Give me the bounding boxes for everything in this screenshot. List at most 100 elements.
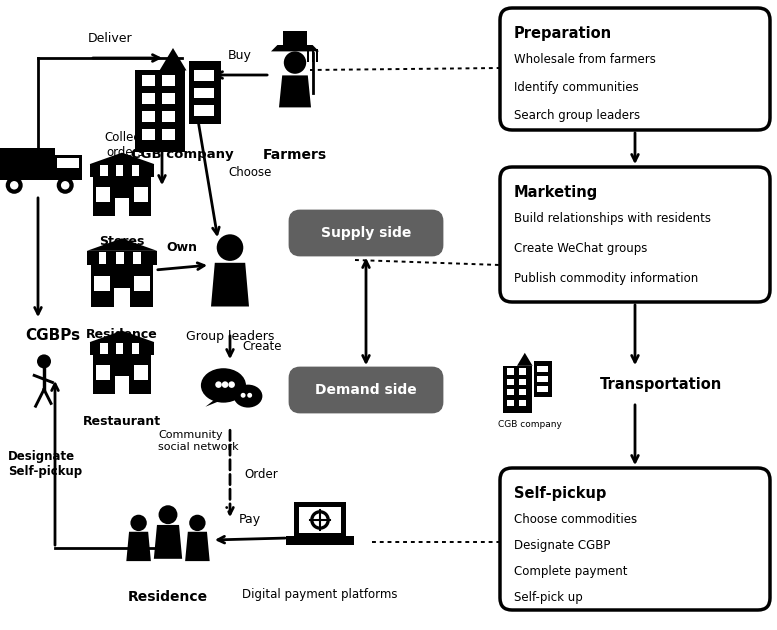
Bar — [91, 264, 153, 307]
Circle shape — [190, 515, 206, 531]
Polygon shape — [205, 395, 232, 407]
Circle shape — [159, 505, 177, 524]
Bar — [96, 187, 110, 202]
Bar — [142, 129, 155, 140]
Text: Stores: Stores — [99, 235, 145, 248]
Bar — [100, 165, 107, 176]
Bar — [94, 276, 110, 292]
Bar — [134, 187, 148, 202]
Circle shape — [313, 513, 326, 527]
Text: Wholesale from farmers: Wholesale from farmers — [514, 53, 656, 66]
Text: Build relationships with residents: Build relationships with residents — [514, 212, 711, 225]
Bar — [294, 502, 347, 536]
Bar — [193, 105, 214, 115]
Text: Self-pick up: Self-pick up — [514, 591, 583, 604]
Bar — [57, 158, 78, 168]
Bar — [162, 75, 175, 86]
Bar — [162, 129, 175, 140]
Bar — [99, 251, 106, 264]
Text: Supply side: Supply side — [321, 226, 411, 240]
Bar — [87, 251, 157, 265]
Bar — [162, 93, 175, 104]
Bar — [518, 379, 526, 385]
Circle shape — [57, 177, 74, 194]
Text: Restaurant: Restaurant — [83, 415, 161, 428]
Bar — [507, 369, 514, 375]
Polygon shape — [87, 238, 157, 251]
Bar — [133, 251, 141, 264]
Text: Demand side: Demand side — [315, 383, 417, 397]
Bar — [93, 176, 151, 216]
Bar — [115, 198, 129, 216]
Text: CGB company: CGB company — [131, 148, 233, 161]
Text: Choose commodities: Choose commodities — [514, 513, 637, 526]
Circle shape — [228, 381, 235, 388]
Bar — [115, 376, 129, 394]
Text: Deliver: Deliver — [88, 32, 132, 45]
Bar — [534, 360, 552, 397]
Bar — [518, 369, 526, 375]
Polygon shape — [279, 76, 311, 107]
Polygon shape — [154, 525, 182, 559]
Text: Order: Order — [244, 467, 277, 481]
Bar — [193, 71, 214, 81]
Bar — [116, 251, 124, 264]
Polygon shape — [211, 263, 249, 307]
Text: Choose: Choose — [228, 166, 271, 178]
Text: CGB company: CGB company — [498, 420, 562, 429]
FancyBboxPatch shape — [500, 167, 770, 302]
Bar — [507, 389, 514, 396]
Text: Publish commodity information: Publish commodity information — [514, 272, 699, 285]
Text: Create: Create — [242, 340, 281, 353]
Bar — [117, 343, 124, 355]
Polygon shape — [159, 48, 186, 71]
Bar — [537, 386, 549, 392]
Bar — [134, 276, 150, 292]
Text: Designate CGBP: Designate CGBP — [514, 539, 611, 552]
Text: Residence: Residence — [86, 328, 158, 341]
Text: Collect
orders: Collect orders — [105, 131, 145, 159]
FancyBboxPatch shape — [290, 368, 442, 412]
Bar — [0, 148, 55, 180]
Circle shape — [37, 355, 51, 369]
Text: CGBPs: CGBPs — [25, 328, 80, 343]
Bar — [283, 31, 307, 45]
Circle shape — [241, 393, 246, 398]
Bar — [503, 366, 531, 413]
Bar — [96, 365, 110, 380]
Polygon shape — [89, 331, 155, 342]
Text: Community
social network: Community social network — [158, 430, 239, 452]
Bar — [114, 287, 130, 307]
Bar — [117, 165, 124, 176]
Circle shape — [215, 381, 221, 388]
Circle shape — [284, 52, 306, 74]
Polygon shape — [271, 45, 319, 52]
Bar — [142, 93, 155, 104]
Bar — [89, 164, 155, 177]
Bar — [55, 155, 82, 180]
Polygon shape — [517, 353, 532, 366]
Bar — [132, 165, 139, 176]
Circle shape — [61, 181, 69, 190]
Text: Create WeChat groups: Create WeChat groups — [514, 242, 647, 255]
Ellipse shape — [201, 368, 246, 403]
FancyBboxPatch shape — [290, 211, 442, 255]
Text: Digital payment platforms: Digital payment platforms — [242, 588, 398, 601]
Polygon shape — [89, 152, 155, 164]
Bar — [286, 536, 354, 544]
Bar — [162, 111, 175, 122]
Bar — [134, 365, 148, 380]
Bar — [89, 342, 155, 355]
Bar — [190, 62, 221, 125]
Circle shape — [131, 515, 147, 531]
Bar — [132, 343, 139, 355]
Text: Own: Own — [166, 241, 197, 254]
Text: Buy: Buy — [228, 49, 252, 62]
Circle shape — [310, 510, 330, 530]
FancyBboxPatch shape — [500, 8, 770, 130]
Text: Transportation: Transportation — [600, 377, 723, 391]
Bar — [298, 507, 341, 533]
Circle shape — [10, 181, 19, 190]
Bar — [537, 366, 549, 372]
Bar — [507, 399, 514, 406]
